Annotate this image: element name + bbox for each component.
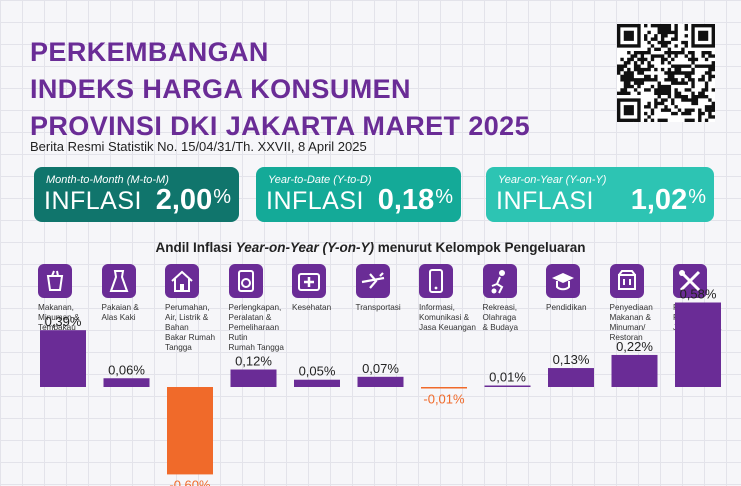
category-label: Penyediaan Makanan & Minuman/ Restoran	[609, 303, 653, 342]
category-label: Pakaian & Alas Kaki	[101, 303, 139, 322]
bar	[167, 387, 213, 475]
page-title: PERKEMBANGAN INDEKS HARGA KONSUMEN PROVI…	[30, 34, 530, 145]
bar	[103, 378, 150, 387]
card-mtm-word: INFLASI	[44, 187, 142, 215]
bar	[40, 330, 86, 387]
category-label: Perumahan, Air, Listrik & Bahan Bakar Ru…	[165, 303, 216, 352]
data-label: 0,05%	[299, 364, 336, 379]
data-label: 0,13%	[553, 352, 590, 367]
category-label: Transportasi	[355, 303, 401, 312]
card-yoy-value: 1,02%	[630, 184, 706, 216]
data-label: -0,01%	[423, 392, 465, 407]
bar	[548, 368, 594, 387]
category-label: Informasi, Komunikasi & Jasa Keuangan	[419, 303, 476, 332]
card-yoy-word: INFLASI	[496, 187, 594, 215]
data-label: 0,22%	[616, 339, 653, 354]
title-line-1: PERKEMBANGAN	[30, 37, 269, 67]
qr-code-icon[interactable]	[617, 24, 715, 122]
bar	[421, 387, 467, 389]
card-mtm-value: 2,00%	[155, 184, 231, 216]
category-label: Makanan, Minuman & Tembakau	[38, 303, 80, 332]
data-label: 0,58%	[680, 287, 717, 302]
house-icon	[165, 264, 199, 298]
football-icon	[482, 264, 517, 298]
chart-title: Andil Inflasi Year-on-Year (Y-on-Y) menu…	[155, 240, 586, 255]
card-mtm-label: Month-to-Month (M-to-M)	[46, 174, 169, 186]
restaurant-icon	[609, 264, 644, 298]
category-label: Kesehatan	[292, 303, 332, 312]
category-label: Perlengkapan, Peralatan & Pemeliharaan R…	[228, 303, 284, 352]
card-yoy-label: Year-on-Year (Y-on-Y)	[498, 174, 607, 186]
bar	[675, 302, 721, 387]
bar	[357, 376, 404, 387]
card-ytd-label: Year-to-Date (Y-to-D)	[268, 174, 372, 186]
bar	[230, 369, 277, 387]
dress-icon	[101, 264, 136, 298]
data-label: 0,01%	[489, 370, 526, 385]
data-label: 0,06%	[108, 362, 145, 377]
card-ytd-word: INFLASI	[266, 187, 364, 215]
card-mtm: Month-to-Month (M-to-M) INFLASI 2,00%	[34, 167, 239, 222]
data-label: -0,60%	[169, 477, 211, 486]
card-ytd: Year-to-Date (Y-to-D) INFLASI 0,18%	[256, 167, 461, 222]
title-line-2: INDEKS HARGA KONSUMEN	[30, 74, 411, 104]
airplane-icon	[355, 264, 390, 298]
bar	[611, 354, 658, 387]
food-icon	[38, 264, 72, 298]
category-label: Pendidikan	[546, 303, 587, 312]
appliance-icon	[228, 264, 263, 298]
title-line-3: PROVINSI DKI JAKARTA MARET 2025	[30, 111, 530, 141]
category-label: Rekreasi, Olahraga & Budaya	[482, 303, 519, 332]
bar	[294, 379, 340, 387]
tools-icon	[673, 264, 707, 298]
bar	[484, 385, 531, 387]
card-ytd-value: 0,18%	[377, 184, 453, 216]
data-label: 0,12%	[235, 354, 272, 369]
subtitle: Berita Resmi Statistik No. 15/04/31/Th. …	[30, 139, 367, 154]
card-yoy: Year-on-Year (Y-on-Y) INFLASI 1,02%	[486, 167, 714, 222]
data-label: 0,07%	[362, 361, 399, 376]
first-aid-icon	[292, 264, 326, 298]
smartphone-icon	[419, 264, 453, 298]
graduation-cap-icon	[546, 264, 580, 298]
data-label: 0,39%	[45, 314, 82, 329]
